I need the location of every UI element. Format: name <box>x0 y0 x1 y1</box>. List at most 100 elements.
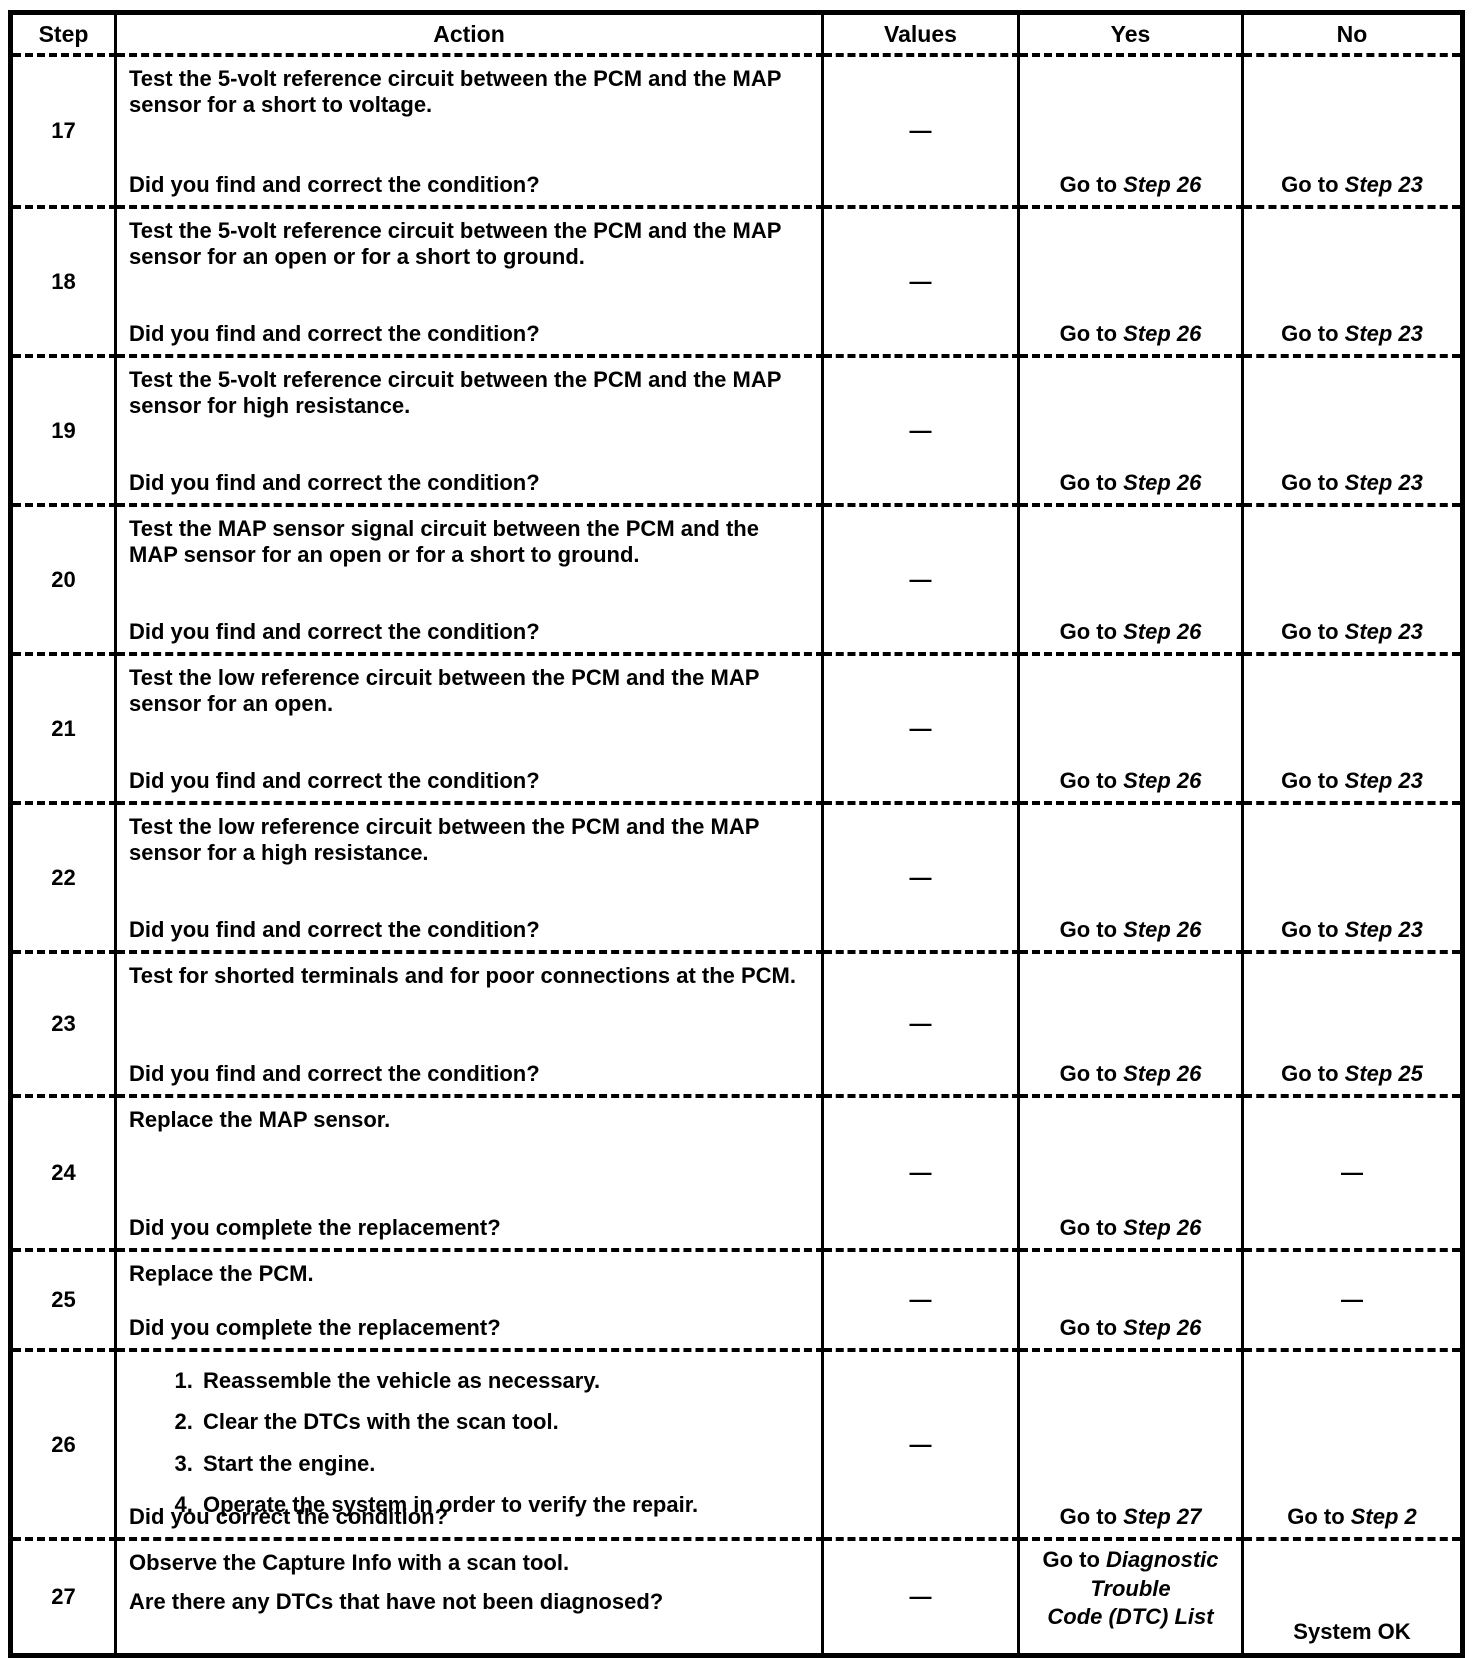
question-text: Did you complete the replacement? <box>129 1314 501 1340</box>
goto-target: Step 26 <box>1123 469 1202 495</box>
step-cell: 26 <box>9 1348 117 1541</box>
goto-prefix: Go to <box>1059 1214 1124 1240</box>
step-number: 18 <box>51 268 76 294</box>
step-cell: 27 <box>9 1537 117 1658</box>
action-list-item: Clear the DTCs with the scan tool. <box>199 1409 820 1435</box>
yes-goto: Go to Step 26 <box>1022 1314 1240 1341</box>
question-text: Did you find and correct the condition? <box>129 767 540 793</box>
goto-target: Step 26 <box>1123 767 1202 793</box>
yes-cell: Go to Diagnostic Trouble Code (DTC) List <box>1017 1537 1244 1658</box>
step-number: 19 <box>51 417 76 443</box>
no-result: System OK <box>1293 1618 1411 1644</box>
goto-target: Step 23 <box>1344 618 1423 644</box>
action-text: Test the low reference circuit between t… <box>129 814 759 866</box>
action-text: Test the 5-volt reference circuit betwee… <box>129 218 781 270</box>
values-dash: — <box>909 1583 932 1609</box>
values-cell: — <box>821 354 1020 507</box>
question-text: Did you find and correct the condition? <box>129 171 540 197</box>
question-text: Are there any DTCs that have not been di… <box>129 1589 664 1615</box>
action-cell: Test the 5-volt reference circuit betwee… <box>114 205 824 358</box>
action-text: Test the 5-volt reference circuit betwee… <box>129 66 781 118</box>
values-dash: — <box>909 1159 932 1185</box>
no-goto: Go to Step 23 <box>1246 469 1460 496</box>
action-step-list: Reassemble the vehicle as necessary. Cle… <box>119 1368 820 1519</box>
goto-prefix: Go to <box>1059 618 1124 644</box>
table-row: 18 Test the 5-volt reference circuit bet… <box>9 205 1464 358</box>
step-number: 20 <box>51 566 76 592</box>
action-cell: Test the low reference circuit between t… <box>114 652 824 805</box>
values-dash: — <box>909 268 932 294</box>
values-dash: — <box>909 117 932 143</box>
no-cell: Go to Step 23 <box>1241 354 1464 507</box>
step-number: 23 <box>51 1010 76 1036</box>
question-text: Did you find and correct the condition? <box>129 1060 540 1086</box>
header-row: Step Action Values Yes No <box>9 10 1464 57</box>
values-cell: — <box>821 1094 1020 1252</box>
col-header-no: No <box>1241 10 1464 57</box>
table-row: 21 Test the low reference circuit betwee… <box>9 652 1464 805</box>
goto-prefix: Go to <box>1287 1503 1351 1529</box>
values-cell: — <box>821 503 1020 656</box>
action-cell: Test the MAP sensor signal circuit betwe… <box>114 503 824 656</box>
goto-target: Step 25 <box>1344 1060 1423 1086</box>
goto-prefix: Go to <box>1281 320 1345 346</box>
no-goto: Go to Step 25 <box>1246 1060 1460 1087</box>
question-text: Did you find and correct the condition? <box>129 618 540 644</box>
values-dash: — <box>909 566 932 592</box>
action-list-item: Reassemble the vehicle as necessary. <box>199 1368 820 1394</box>
table-row: 27 Observe the Capture Info with a scan … <box>9 1537 1464 1658</box>
yes-cell: Go to Step 26 <box>1017 652 1244 805</box>
action-cell: Test the 5-volt reference circuit betwee… <box>114 354 824 507</box>
action-cell: Replace the MAP sensor. Did you complete… <box>114 1094 824 1252</box>
values-cell: — <box>821 1537 1020 1658</box>
diagnostic-table: Step Action Values Yes No 17 Test the 5-… <box>8 10 1465 1658</box>
action-cell: Test the 5-volt reference circuit betwee… <box>114 53 824 209</box>
action-cell: Test the low reference circuit between t… <box>114 801 824 954</box>
step-number: 27 <box>51 1583 76 1609</box>
step-number: 21 <box>51 715 76 741</box>
goto-prefix: Go to <box>1281 469 1345 495</box>
question-text: Did you find and correct the condition? <box>129 469 540 495</box>
step-cell: 18 <box>9 205 117 358</box>
yes-goto: Go to Step 27 <box>1022 1503 1240 1530</box>
goto-prefix: Go to <box>1281 916 1345 942</box>
yes-cell: Go to Step 27 <box>1017 1348 1244 1541</box>
no-goto: Go to Step 23 <box>1246 618 1460 645</box>
goto-prefix: Go to <box>1281 767 1345 793</box>
goto-prefix: Go to <box>1059 1503 1124 1529</box>
table-row: 24 Replace the MAP sensor. Did you compl… <box>9 1094 1464 1252</box>
question-text: Did you find and correct the condition? <box>129 320 540 346</box>
values-dash: — <box>909 864 932 890</box>
yes-goto: Go to Step 26 <box>1022 767 1240 794</box>
goto-prefix: Go to <box>1281 171 1345 197</box>
yes-goto: Go to Step 26 <box>1022 469 1240 496</box>
step-cell: 25 <box>9 1248 117 1352</box>
goto-target: Step 26 <box>1123 320 1202 346</box>
table-row: 17 Test the 5-volt reference circuit bet… <box>9 53 1464 209</box>
table-row: 26 Reassemble the vehicle as necessary. … <box>9 1348 1464 1541</box>
no-cell: Go to Step 23 <box>1241 53 1464 209</box>
yes-goto: Go to Step 26 <box>1022 320 1240 347</box>
goto-target: Trouble <box>1090 1575 1171 1601</box>
values-cell: — <box>821 205 1020 358</box>
action-list-item: Operate the system in order to verify th… <box>199 1492 820 1518</box>
step-number: 25 <box>51 1286 76 1312</box>
goto-prefix: Go to <box>1059 767 1124 793</box>
values-dash: — <box>909 417 932 443</box>
goto-target: Step 26 <box>1123 1214 1202 1240</box>
no-cell: Go to Step 2 <box>1241 1348 1464 1541</box>
goto-prefix: Go to <box>1059 1060 1124 1086</box>
goto-prefix: Go to <box>1059 1314 1124 1340</box>
question-text: Did you correct the condition? <box>129 1503 449 1529</box>
action-cell: Test for shorted terminals and for poor … <box>114 950 824 1098</box>
table-row: 20 Test the MAP sensor signal circuit be… <box>9 503 1464 656</box>
action-text: Test the low reference circuit between t… <box>129 665 759 717</box>
col-header-yes: Yes <box>1017 10 1244 57</box>
no-cell: Go to Step 23 <box>1241 205 1464 358</box>
question-text: Did you complete the replacement? <box>129 1214 501 1240</box>
action-text: Replace the PCM. <box>129 1261 314 1286</box>
action-text: Test the 5-volt reference circuit betwee… <box>129 367 781 419</box>
step-cell: 22 <box>9 801 117 954</box>
table-row: 23 Test for shorted terminals and for po… <box>9 950 1464 1098</box>
yes-cell: Go to Step 26 <box>1017 801 1244 954</box>
